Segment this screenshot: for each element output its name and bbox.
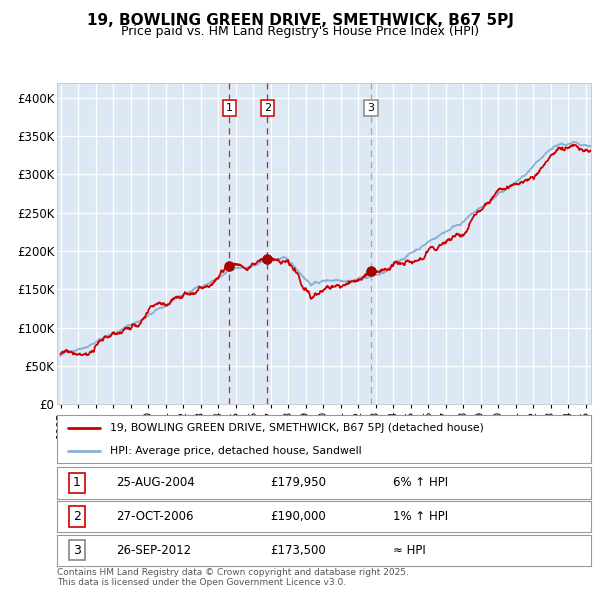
- Text: £190,000: £190,000: [271, 510, 326, 523]
- Text: 2: 2: [264, 103, 271, 113]
- Text: Price paid vs. HM Land Registry's House Price Index (HPI): Price paid vs. HM Land Registry's House …: [121, 25, 479, 38]
- Text: 6% ↑ HPI: 6% ↑ HPI: [394, 476, 449, 490]
- Text: 3: 3: [367, 103, 374, 113]
- Text: 26-SEP-2012: 26-SEP-2012: [116, 543, 191, 557]
- Text: £179,950: £179,950: [271, 476, 326, 490]
- Text: Contains HM Land Registry data © Crown copyright and database right 2025.
This d: Contains HM Land Registry data © Crown c…: [57, 568, 409, 587]
- Text: 3: 3: [73, 543, 81, 557]
- Text: 19, BOWLING GREEN DRIVE, SMETHWICK, B67 5PJ (detached house): 19, BOWLING GREEN DRIVE, SMETHWICK, B67 …: [110, 423, 484, 433]
- Text: HPI: Average price, detached house, Sandwell: HPI: Average price, detached house, Sand…: [110, 446, 362, 456]
- Text: ≈ HPI: ≈ HPI: [394, 543, 426, 557]
- Text: 1: 1: [226, 103, 233, 113]
- Text: 1: 1: [73, 476, 81, 490]
- Text: 1% ↑ HPI: 1% ↑ HPI: [394, 510, 449, 523]
- Text: 27-OCT-2006: 27-OCT-2006: [116, 510, 193, 523]
- Text: 2: 2: [73, 510, 81, 523]
- Text: 19, BOWLING GREEN DRIVE, SMETHWICK, B67 5PJ: 19, BOWLING GREEN DRIVE, SMETHWICK, B67 …: [86, 13, 514, 28]
- Text: 25-AUG-2004: 25-AUG-2004: [116, 476, 194, 490]
- Text: £173,500: £173,500: [271, 543, 326, 557]
